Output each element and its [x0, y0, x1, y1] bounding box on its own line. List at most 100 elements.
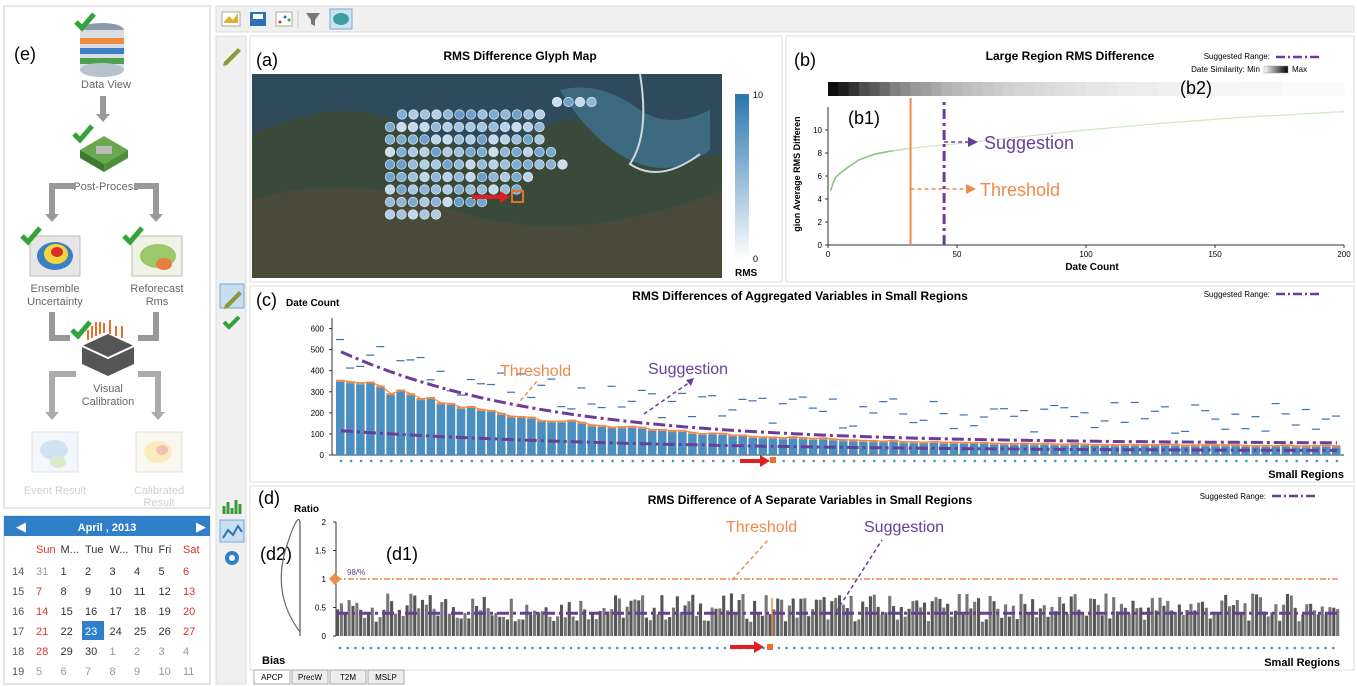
- ratio-bar[interactable]: [1046, 616, 1050, 636]
- region-dot[interactable]: [1305, 459, 1309, 463]
- ratio-bar[interactable]: [1077, 609, 1081, 636]
- variable-tab[interactable]: [367, 669, 405, 685]
- calendar-day[interactable]: 13: [183, 586, 195, 598]
- ratio-bar[interactable]: [494, 612, 498, 636]
- ratio-bar[interactable]: [1185, 610, 1189, 636]
- ratio-bar[interactable]: [428, 595, 432, 636]
- ratio-bar[interactable]: [1200, 601, 1205, 636]
- ratio-bar[interactable]: [1320, 606, 1324, 636]
- region-bar[interactable]: [537, 422, 546, 455]
- region-dot[interactable]: [1047, 646, 1050, 650]
- ratio-bar[interactable]: [629, 600, 633, 636]
- ratio-bar[interactable]: [714, 608, 718, 636]
- rms-glyph[interactable]: [511, 146, 522, 158]
- ratio-bar[interactable]: [1251, 593, 1255, 636]
- rms-glyph[interactable]: [419, 196, 430, 208]
- region-dot[interactable]: [913, 459, 916, 463]
- region-dot[interactable]: [1062, 646, 1066, 650]
- calendar-day[interactable]: 9: [85, 586, 91, 598]
- region-bar[interactable]: [1231, 446, 1240, 455]
- region-dot[interactable]: [1093, 646, 1096, 650]
- ratio-bar[interactable]: [988, 595, 992, 636]
- region-bar[interactable]: [446, 404, 456, 455]
- rms-glyph[interactable]: [430, 121, 442, 133]
- ratio-bar[interactable]: [455, 617, 459, 636]
- region-dot[interactable]: [1162, 646, 1166, 650]
- region-bar[interactable]: [406, 395, 415, 455]
- ratio-bar[interactable]: [1239, 612, 1243, 636]
- rms-glyph[interactable]: [396, 159, 407, 170]
- panel-d-chart[interactable]: 0 0.5 1 1.5 2: [280, 518, 1340, 653]
- ratio-bar[interactable]: [525, 604, 529, 636]
- ratio-bar[interactable]: [641, 595, 645, 636]
- rms-glyph[interactable]: [465, 171, 476, 183]
- region-dot[interactable]: [1214, 459, 1218, 463]
- ratio-bar[interactable]: [378, 617, 382, 636]
- ratio-bar[interactable]: [1007, 616, 1011, 636]
- calendar-day[interactable]: 6: [183, 566, 189, 578]
- ratio-bar[interactable]: [683, 605, 687, 636]
- rms-glyph[interactable]: [430, 146, 442, 158]
- region-dot[interactable]: [943, 459, 946, 463]
- region-dot[interactable]: [1039, 646, 1042, 650]
- rms-glyph[interactable]: [384, 121, 396, 133]
- rms-glyph[interactable]: [407, 184, 419, 195]
- ratio-bar[interactable]: [509, 598, 513, 636]
- region-dot[interactable]: [492, 646, 496, 650]
- region-dot[interactable]: [1185, 646, 1189, 650]
- region-dot[interactable]: [993, 646, 996, 650]
- ratio-bar[interactable]: [606, 611, 610, 636]
- region-dot[interactable]: [877, 646, 881, 650]
- region-dot[interactable]: [662, 646, 665, 650]
- region-bar[interactable]: [426, 399, 436, 455]
- region-dot[interactable]: [446, 646, 450, 650]
- ratio-bar[interactable]: [587, 619, 591, 636]
- region-dot[interactable]: [1335, 459, 1339, 463]
- region-dot[interactable]: [490, 459, 494, 463]
- region-bar[interactable]: [627, 427, 637, 455]
- ratio-bar[interactable]: [741, 593, 745, 636]
- region-dot[interactable]: [611, 459, 614, 463]
- region-dot[interactable]: [1255, 646, 1258, 650]
- rms-glyph[interactable]: [545, 159, 557, 170]
- region-dot[interactable]: [569, 646, 573, 650]
- region-dot[interactable]: [1054, 646, 1058, 650]
- ratio-bar[interactable]: [861, 601, 865, 636]
- ratio-bar[interactable]: [529, 614, 533, 636]
- calendar-month-label[interactable]: April , 2013: [78, 522, 137, 534]
- ratio-bar[interactable]: [691, 594, 695, 636]
- ratio-bar[interactable]: [668, 617, 672, 636]
- region-dot[interactable]: [338, 646, 342, 650]
- ratio-bar[interactable]: [417, 608, 421, 636]
- region-dot[interactable]: [831, 646, 835, 650]
- region-dot[interactable]: [1193, 646, 1196, 650]
- region-dot[interactable]: [1016, 646, 1019, 650]
- region-dot[interactable]: [933, 459, 936, 463]
- ratio-bar[interactable]: [1324, 613, 1328, 636]
- region-dot[interactable]: [1053, 459, 1057, 463]
- region-dot[interactable]: [1265, 459, 1268, 463]
- rms-glyph[interactable]: [453, 134, 465, 145]
- ratio-bar[interactable]: [787, 605, 791, 636]
- ratio-bar[interactable]: [1042, 605, 1046, 636]
- funnel-icon[interactable]: [306, 13, 320, 26]
- region-dot[interactable]: [916, 646, 919, 650]
- ratio-bar[interactable]: [922, 602, 927, 636]
- next-month-icon[interactable]: ▶: [196, 519, 206, 534]
- rms-glyph[interactable]: [488, 146, 499, 158]
- region-dot[interactable]: [792, 459, 796, 463]
- ratio-bar[interactable]: [625, 606, 629, 636]
- region-dot[interactable]: [531, 646, 534, 650]
- ratio-bar[interactable]: [872, 594, 876, 636]
- ratio-bar[interactable]: [1297, 621, 1301, 636]
- gear-icon[interactable]: [225, 551, 239, 565]
- region-dot[interactable]: [1235, 459, 1238, 463]
- rms-glyph[interactable]: [430, 159, 442, 170]
- ratio-bar[interactable]: [880, 614, 884, 636]
- region-dot[interactable]: [1308, 646, 1312, 650]
- ratio-bar[interactable]: [1146, 607, 1151, 636]
- region-dot[interactable]: [423, 646, 427, 650]
- ratio-bar[interactable]: [1316, 614, 1320, 636]
- region-bar[interactable]: [999, 444, 1009, 455]
- region-dot[interactable]: [970, 646, 973, 650]
